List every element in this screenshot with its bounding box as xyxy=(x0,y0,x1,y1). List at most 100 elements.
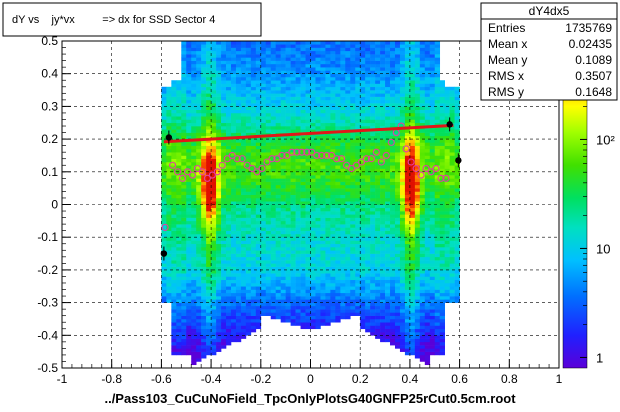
heatmap-cell xyxy=(345,181,351,186)
heatmap-cell xyxy=(330,237,336,241)
heatmap-cell xyxy=(221,237,227,241)
heatmap-cell xyxy=(221,57,227,61)
heatmap-cell xyxy=(206,341,212,346)
heatmap-cell xyxy=(424,325,431,330)
heatmap-cell xyxy=(360,240,366,245)
heatmap-cell xyxy=(216,335,222,339)
heatmap-cell xyxy=(404,148,411,153)
heatmap-cell xyxy=(265,152,272,156)
heatmap-cell xyxy=(315,276,321,281)
heatmap-cell xyxy=(285,93,291,97)
heatmap-cell xyxy=(305,253,311,258)
heatmap-cell xyxy=(181,328,187,333)
heatmap-cell xyxy=(230,132,237,137)
heatmap-cell xyxy=(226,181,232,186)
heatmap-cell xyxy=(295,126,301,130)
heatmap-cell xyxy=(216,80,222,84)
heatmap-cell xyxy=(181,103,187,107)
heatmap-cell xyxy=(370,47,376,52)
heatmap-cell xyxy=(216,345,222,349)
heatmap-cell xyxy=(186,67,192,71)
heatmap-cell xyxy=(255,155,262,160)
heatmap-cell xyxy=(429,243,436,248)
heatmap-cell xyxy=(226,175,232,179)
heatmap-cell xyxy=(375,282,381,287)
heatmap-cell xyxy=(295,171,301,176)
heatmap-cell xyxy=(414,217,421,222)
heatmap-cell xyxy=(404,201,411,205)
heatmap-cell xyxy=(245,188,252,192)
heatmap-cell xyxy=(399,76,406,81)
heatmap-cell xyxy=(265,188,272,192)
heatmap-cell xyxy=(310,194,316,199)
heatmap-cell xyxy=(305,47,311,52)
heatmap-cell xyxy=(320,240,326,245)
heatmap-cell xyxy=(335,145,341,150)
heatmap-cell xyxy=(315,47,321,52)
heatmap-cell xyxy=(211,44,217,48)
heatmap-cell xyxy=(325,322,331,326)
heatmap-cell xyxy=(196,188,202,192)
heatmap-cell xyxy=(340,296,346,300)
heatmap-cell xyxy=(166,99,172,104)
heatmap-cell xyxy=(355,260,361,264)
heatmap-cell xyxy=(340,188,346,192)
heatmap-cell xyxy=(424,96,431,101)
heatmap-cell xyxy=(285,201,291,205)
heatmap-cell xyxy=(370,155,376,160)
heatmap-cell xyxy=(295,250,301,254)
heatmap-cell xyxy=(370,282,376,287)
heatmap-cell xyxy=(365,328,371,333)
heatmap-cell xyxy=(404,250,411,254)
heatmap-cell xyxy=(330,250,336,254)
heatmap-cell xyxy=(226,318,232,323)
heatmap-cell xyxy=(385,217,391,222)
heatmap-cell xyxy=(191,351,197,356)
heatmap-cell xyxy=(340,60,346,65)
heatmap-cell xyxy=(335,289,341,294)
heatmap-cell xyxy=(380,86,386,91)
heatmap-cell xyxy=(409,161,416,166)
heatmap-cell xyxy=(385,175,391,179)
heatmap-cell xyxy=(315,305,321,310)
heatmap-cell xyxy=(370,279,376,284)
heatmap-cell xyxy=(409,204,416,209)
heatmap-cell xyxy=(211,247,217,251)
heatmap-cell xyxy=(255,44,262,48)
heatmap-cell xyxy=(285,90,291,94)
heatmap-cell xyxy=(394,194,401,199)
heatmap-cell xyxy=(375,171,381,176)
heatmap-cell xyxy=(330,119,336,124)
heatmap-cell xyxy=(270,273,277,277)
heatmap-cell xyxy=(226,302,232,307)
heatmap-cell xyxy=(404,289,411,294)
heatmap-cell xyxy=(375,86,381,91)
heatmap-cell xyxy=(340,247,346,251)
heatmap-cell xyxy=(206,276,212,281)
heatmap-cell xyxy=(340,305,346,310)
heatmap-cell xyxy=(350,67,356,71)
heatmap-cell xyxy=(305,282,311,287)
heatmap-cell xyxy=(429,345,436,349)
heatmap-cell xyxy=(275,276,281,281)
heatmap-cell xyxy=(275,315,281,320)
heatmap-cell xyxy=(365,279,371,284)
heatmap-cell xyxy=(280,279,286,284)
heatmap-cell xyxy=(221,214,227,218)
heatmap-cell xyxy=(355,83,361,88)
heatmap-cell xyxy=(221,233,227,238)
heatmap-cell xyxy=(216,201,222,205)
heatmap-cell xyxy=(196,318,202,323)
heatmap-cell xyxy=(305,250,311,254)
heatmap-cell xyxy=(226,126,232,130)
heatmap-cell xyxy=(221,325,227,330)
heatmap-cell xyxy=(181,233,187,238)
heatmap-cell xyxy=(385,332,391,336)
heatmap-cell xyxy=(434,184,441,189)
heatmap-cell xyxy=(176,296,182,300)
heatmap-cell xyxy=(434,273,441,277)
heatmap-cell xyxy=(166,126,172,130)
heatmap-cell xyxy=(335,44,341,48)
heatmap-cell xyxy=(365,86,371,91)
heatmap-cell xyxy=(315,60,321,65)
